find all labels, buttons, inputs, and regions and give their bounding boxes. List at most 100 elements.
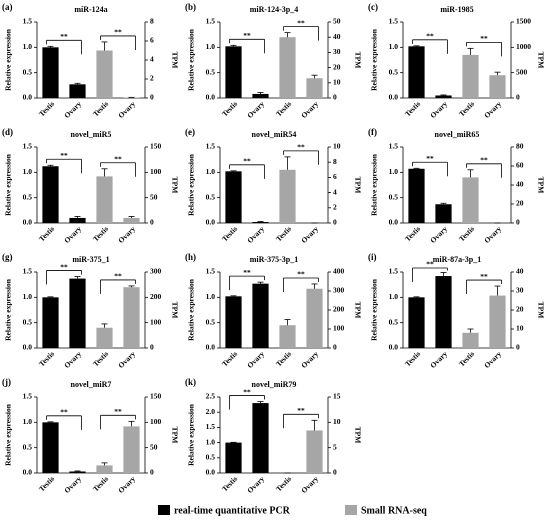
y2-tick-label: 0	[333, 93, 337, 102]
significance: **	[426, 32, 434, 41]
panel: (e) novel_miR54 Relative expression TPM 0.0 0…	[185, 127, 362, 245]
bar	[252, 93, 269, 98]
y2-tick-label: 50	[333, 17, 341, 26]
y-tick-label: 0.0	[389, 93, 399, 102]
y2-tick-label: 6	[333, 172, 337, 181]
y-tick-label: 1.5	[23, 267, 33, 276]
chart-title: novel_miR5	[71, 130, 112, 139]
x-tick-label: Ovary	[245, 349, 266, 370]
y-tick-label: 0.5	[206, 192, 216, 201]
panel-label: (i)	[368, 252, 377, 262]
significance: **	[297, 18, 305, 27]
y2-axis-label: TPM	[170, 177, 179, 194]
y-tick-label: 0.5	[389, 67, 399, 76]
y2-tick-label: 10	[333, 142, 341, 151]
y-axis-label: Relative expression	[370, 28, 379, 91]
x-tick-label: Testis	[457, 224, 476, 243]
significance: **	[243, 268, 251, 277]
panel-label: (d)	[2, 127, 13, 137]
y2-axis-label: TPM	[170, 52, 179, 69]
y-tick-label: 1.0	[23, 167, 33, 176]
y2-tick-label: 300	[333, 286, 345, 295]
y2-tick-label: 40	[516, 267, 524, 276]
panel-label: (g)	[2, 252, 13, 262]
x-tick-label: Testis	[37, 224, 56, 243]
y-tick-label: 1.5	[206, 17, 216, 26]
bar	[225, 442, 242, 473]
y-tick-label: 1.0	[23, 417, 33, 426]
bar	[489, 295, 506, 348]
bar	[252, 221, 269, 223]
bar	[42, 422, 59, 473]
significance: **	[114, 155, 122, 164]
y2-tick-label: 500	[516, 67, 528, 76]
panel: (f) novel_miR65 Relative expression TPM 0.0 0…	[368, 127, 545, 245]
panel: (i) miR-87a-3p_1 Relative expression TPM 0.0…	[368, 252, 545, 370]
y-axis-label: Relative expression	[4, 278, 13, 341]
significance: **	[426, 260, 434, 269]
y-axis-label: Relative expression	[370, 278, 379, 341]
chart-title: miR-375_1	[72, 255, 109, 264]
y2-axis-label: TPM	[353, 52, 362, 69]
y2-tick-label: 0	[516, 93, 520, 102]
y-tick-label: 1.0	[389, 42, 399, 51]
y-tick-label: 0.5	[23, 192, 33, 201]
legend-swatch	[158, 505, 170, 515]
y2-tick-label: 2	[333, 203, 337, 212]
bar	[69, 278, 86, 348]
panel-label: (j)	[2, 377, 11, 387]
y2-tick-label: 0	[150, 468, 154, 477]
x-tick-label: Testis	[37, 99, 56, 118]
x-tick-label: Testis	[457, 99, 476, 118]
x-tick-label: Testis	[403, 224, 422, 243]
y2-tick-label: 4	[150, 55, 154, 64]
y2-tick-label: 80	[516, 142, 524, 151]
y-axis-label: Relative expression	[187, 28, 196, 91]
panel-label: (a)	[2, 2, 13, 12]
y-tick-label: 0.5	[389, 192, 399, 201]
x-tick-label: Testis	[274, 224, 293, 243]
panel: (h) miR-375-3p_1 Relative expression TPM 0.0…	[185, 252, 362, 370]
x-tick-label: Testis	[274, 474, 293, 493]
y-tick-label: 1.5	[389, 267, 399, 276]
x-tick-label: Ovary	[62, 99, 83, 120]
panel-label: (h)	[185, 252, 196, 262]
y2-tick-label: 1500	[516, 17, 531, 26]
y-tick-label: 1.5	[206, 267, 216, 276]
y2-tick-label: 100	[333, 324, 345, 333]
y2-tick-label: 0	[333, 343, 337, 352]
panel-label: (f)	[368, 127, 377, 137]
y2-tick-label: 40	[333, 32, 341, 41]
bar	[279, 325, 296, 348]
significance: **	[60, 32, 68, 41]
y2-axis-label: TPM	[170, 302, 179, 319]
y-tick-label: 0.0	[206, 218, 216, 227]
bar	[69, 217, 86, 223]
y-tick-label: 1.5	[389, 142, 399, 151]
y2-tick-label: 4	[333, 187, 337, 196]
x-tick-label: Ovary	[299, 224, 320, 245]
y2-tick-label: 2	[150, 74, 154, 83]
chart-title: miR-87a-3p_1	[433, 255, 481, 264]
panel-label: (b)	[185, 2, 196, 12]
y-tick-label: 1.5	[23, 392, 33, 401]
y2-tick-label: 50	[150, 192, 158, 201]
y-tick-label: 0.5	[206, 453, 216, 462]
legend-swatch	[345, 505, 357, 515]
x-tick-label: Ovary	[428, 349, 449, 370]
y2-axis-label: TPM	[536, 302, 545, 319]
x-tick-label: Ovary	[62, 349, 83, 370]
x-tick-label: Testis	[274, 349, 293, 368]
y-axis-label: Relative expression	[4, 28, 13, 91]
x-tick-label: Ovary	[116, 99, 137, 120]
y-tick-label: 2.5	[206, 392, 216, 401]
x-tick-label: Testis	[220, 349, 239, 368]
y2-axis-label: TPM	[353, 302, 362, 319]
y-tick-label: 0.5	[206, 317, 216, 326]
bar	[96, 465, 113, 473]
bar	[408, 168, 425, 223]
y-tick-label: 1.5	[23, 142, 33, 151]
x-tick-label: Ovary	[245, 474, 266, 495]
y2-tick-label: 0	[150, 93, 154, 102]
bar	[435, 95, 452, 98]
